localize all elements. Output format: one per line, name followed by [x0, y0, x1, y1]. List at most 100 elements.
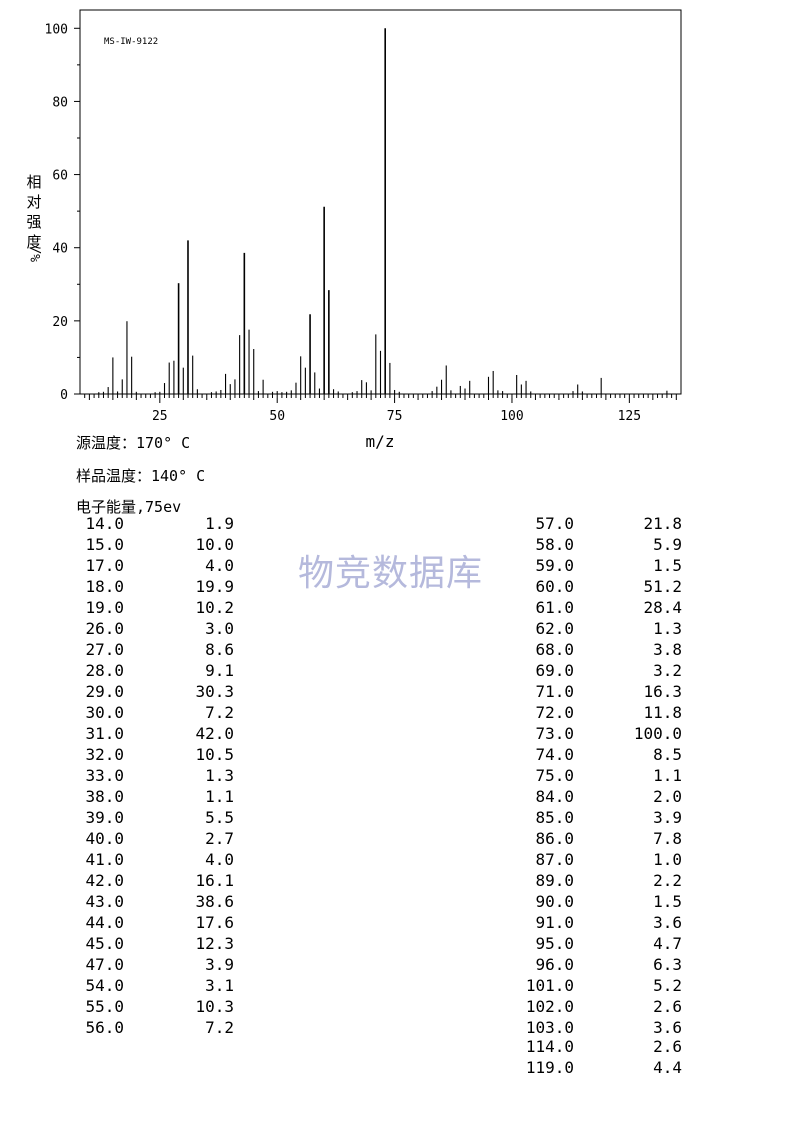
peak-intensity: 51.2 — [643, 577, 682, 596]
mass-spectrum-chart: 0 20 40 60 80 100 25 50 75 100 125 MS-IW-9122 m/z 相对强… — [26, 9, 682, 451]
peak-mz: 68.0 — [535, 640, 574, 659]
y-tick-label: 40 — [52, 242, 68, 257]
peak-row: 90.0 1.5 — [510, 892, 710, 913]
peak-row: 102.0 2.6 — [510, 997, 710, 1018]
peak-row: 55.0 10.3 — [70, 997, 270, 1018]
peak-mz: 40.0 — [85, 829, 124, 848]
peak-mz: 57.0 — [535, 514, 574, 533]
y-axis-label-char: 度 — [26, 233, 41, 251]
peak-intensity: 1.5 — [653, 892, 682, 911]
peak-intensity: 38.6 — [195, 892, 234, 911]
peak-row: 47.0 3.9 — [70, 955, 270, 976]
peak-mz: 102.0 — [525, 997, 574, 1016]
peak-row: 29.0 30.3 — [70, 682, 270, 703]
peak-intensity: 1.9 — [205, 514, 234, 533]
peak-row: 114.0 2.6 — [510, 1037, 710, 1058]
peak-mz: 38.0 — [85, 787, 124, 806]
electron-energy: 电子能量,75ev — [76, 498, 182, 516]
peak-row: 54.0 3.1 — [70, 976, 270, 997]
peak-intensity: 8.6 — [205, 640, 234, 659]
peak-mz: 62.0 — [535, 619, 574, 638]
peak-intensity: 17.6 — [195, 913, 234, 932]
peak-row: 60.0 51.2 — [510, 577, 710, 598]
peak-intensity: 3.6 — [653, 913, 682, 932]
plot-frame — [79, 9, 682, 395]
peak-row: 59.0 1.5 — [510, 556, 710, 577]
peak-intensity: 1.5 — [653, 556, 682, 575]
peak-mz: 71.0 — [535, 682, 574, 701]
peak-mz: 74.0 — [535, 745, 574, 764]
peak-row: 32.0 10.5 — [70, 745, 270, 766]
peak-mz: 90.0 — [535, 892, 574, 911]
peak-intensity: 6.3 — [653, 955, 682, 974]
peak-intensity: 7.2 — [205, 703, 234, 722]
peak-intensity: 3.2 — [653, 661, 682, 680]
peak-intensity: 10.2 — [195, 598, 234, 617]
peak-intensity: 12.3 — [195, 934, 234, 953]
peak-mz: 91.0 — [535, 913, 574, 932]
peak-intensity: 2.2 — [653, 871, 682, 890]
peak-mz: 30.0 — [85, 703, 124, 722]
peak-mz: 39.0 — [85, 808, 124, 827]
peak-mz: 119.0 — [525, 1058, 574, 1077]
peak-intensity: 4.4 — [653, 1058, 682, 1077]
peak-intensity: 16.1 — [195, 871, 234, 890]
peak-mz: 89.0 — [535, 871, 574, 890]
peak-row: 84.0 2.0 — [510, 787, 710, 808]
peak-mz: 45.0 — [85, 934, 124, 953]
peak-row: 74.0 8.5 — [510, 745, 710, 766]
peak-mz: 56.0 — [85, 1018, 124, 1037]
peak-intensity: 5.5 — [205, 808, 234, 827]
peak-row: 39.0 5.5 — [70, 808, 270, 829]
peak-intensity: 21.8 — [643, 514, 682, 533]
peak-mz: 19.0 — [85, 598, 124, 617]
peak-row: 58.0 5.9 — [510, 535, 710, 556]
peak-row: 91.0 3.6 — [510, 913, 710, 934]
peak-intensity: 8.5 — [653, 745, 682, 764]
peak-intensity: 3.0 — [205, 619, 234, 638]
peak-intensity: 5.2 — [653, 976, 682, 995]
peak-mz: 32.0 — [85, 745, 124, 764]
peak-row: 73.0 100.0 — [510, 724, 710, 745]
peak-row: 86.0 7.8 — [510, 829, 710, 850]
peak-row: 14.0 1.9 — [70, 514, 270, 535]
x-tick-label: 50 — [269, 409, 285, 424]
peak-mz: 42.0 — [85, 871, 124, 890]
peak-intensity: 1.1 — [205, 787, 234, 806]
peak-row: 103.0 3.6 — [510, 1018, 710, 1039]
peak-row: 87.0 1.0 — [510, 850, 710, 871]
y-tick-label: 100 — [45, 22, 68, 37]
peak-mz: 44.0 — [85, 913, 124, 932]
peak-intensity: 5.9 — [653, 535, 682, 554]
peak-intensity: 11.8 — [643, 703, 682, 722]
peak-mz: 41.0 — [85, 850, 124, 869]
peak-intensity: 28.4 — [643, 598, 682, 617]
peak-row: 38.0 1.1 — [70, 787, 270, 808]
peak-row: 15.0 10.0 — [70, 535, 270, 556]
peak-mz: 15.0 — [85, 535, 124, 554]
peak-mz: 75.0 — [535, 766, 574, 785]
peak-mz: 28.0 — [85, 661, 124, 680]
peak-row: 18.0 19.9 — [70, 577, 270, 598]
peak-row: 71.0 16.3 — [510, 682, 710, 703]
y-axis-unit: %/ — [29, 246, 44, 262]
x-tick-label: 75 — [387, 409, 403, 424]
peak-intensity: 3.8 — [653, 640, 682, 659]
peak-intensity: 2.6 — [653, 997, 682, 1016]
peak-row: 31.0 42.0 — [70, 724, 270, 745]
peak-row: 75.0 1.1 — [510, 766, 710, 787]
peak-mz: 86.0 — [535, 829, 574, 848]
peak-mz: 96.0 — [535, 955, 574, 974]
peak-row: 43.0 38.6 — [70, 892, 270, 913]
x-tick-label: 100 — [500, 409, 523, 424]
y-axis-label-char: 对 — [26, 193, 41, 211]
peak-mz: 101.0 — [525, 976, 574, 995]
peak-row: 61.0 28.4 — [510, 598, 710, 619]
x-tick-label: 25 — [152, 409, 168, 424]
peak-row: 40.0 2.7 — [70, 829, 270, 850]
peak-row: 41.0 4.0 — [70, 850, 270, 871]
y-tick-label: 80 — [52, 95, 68, 110]
peak-mz: 14.0 — [85, 514, 124, 533]
peak-intensity: 1.0 — [653, 850, 682, 869]
peak-intensity: 1.1 — [653, 766, 682, 785]
